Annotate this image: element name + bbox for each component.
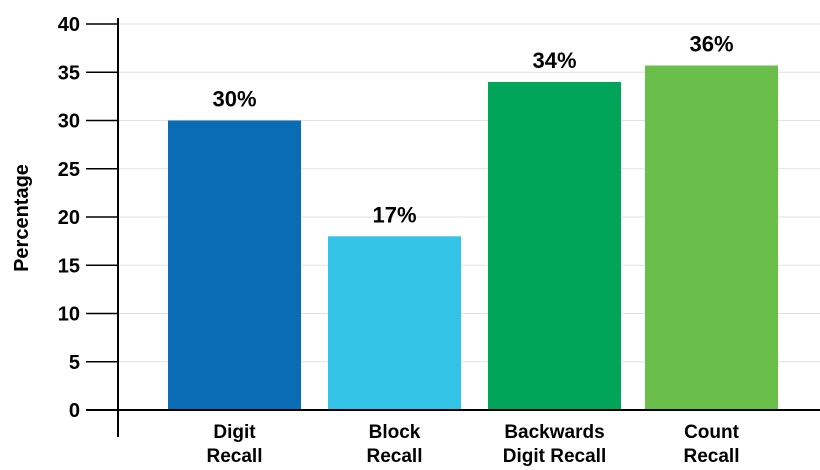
y-tick-label: 35 [58,62,80,84]
y-tick-label: 20 [58,207,80,229]
y-tick-label: 40 [58,14,80,36]
x-category-label: Count [684,422,740,443]
x-category-label: Backwards [504,422,604,443]
bar [168,120,301,410]
x-axis-categories: Digit Recall Block Recall Backwards Digit Rec… [207,422,740,467]
y-tick-label: 25 [58,159,80,181]
value-labels: 30% 17% 34% 36% [212,31,733,227]
x-category-label: Digit Recall [503,446,606,467]
x-category-label: Recall [207,446,263,467]
x-category-label: Block [369,422,421,443]
x-category-label: Recall [367,446,423,467]
y-axis-label: Percentage [11,164,33,272]
bar-value-label: 30% [212,87,256,112]
bar [645,65,778,411]
x-category-label: Recall [684,446,740,467]
bar [328,236,461,410]
axes [86,18,820,437]
bar [488,81,621,411]
bars [168,65,778,411]
y-tick-label: 0 [69,400,80,422]
y-tick-label: 30 [58,111,80,133]
y-tick-label: 10 [58,304,80,326]
bar-value-label: 17% [372,202,416,227]
x-category-label: Digit [213,422,256,443]
y-tick-label: 5 [69,352,80,374]
bar-value-label: 36% [689,31,733,56]
bar-value-label: 34% [532,48,576,73]
y-tick-label: 15 [58,255,80,277]
y-axis-ticks: 0 5 10 15 20 25 30 35 40 [58,14,118,422]
